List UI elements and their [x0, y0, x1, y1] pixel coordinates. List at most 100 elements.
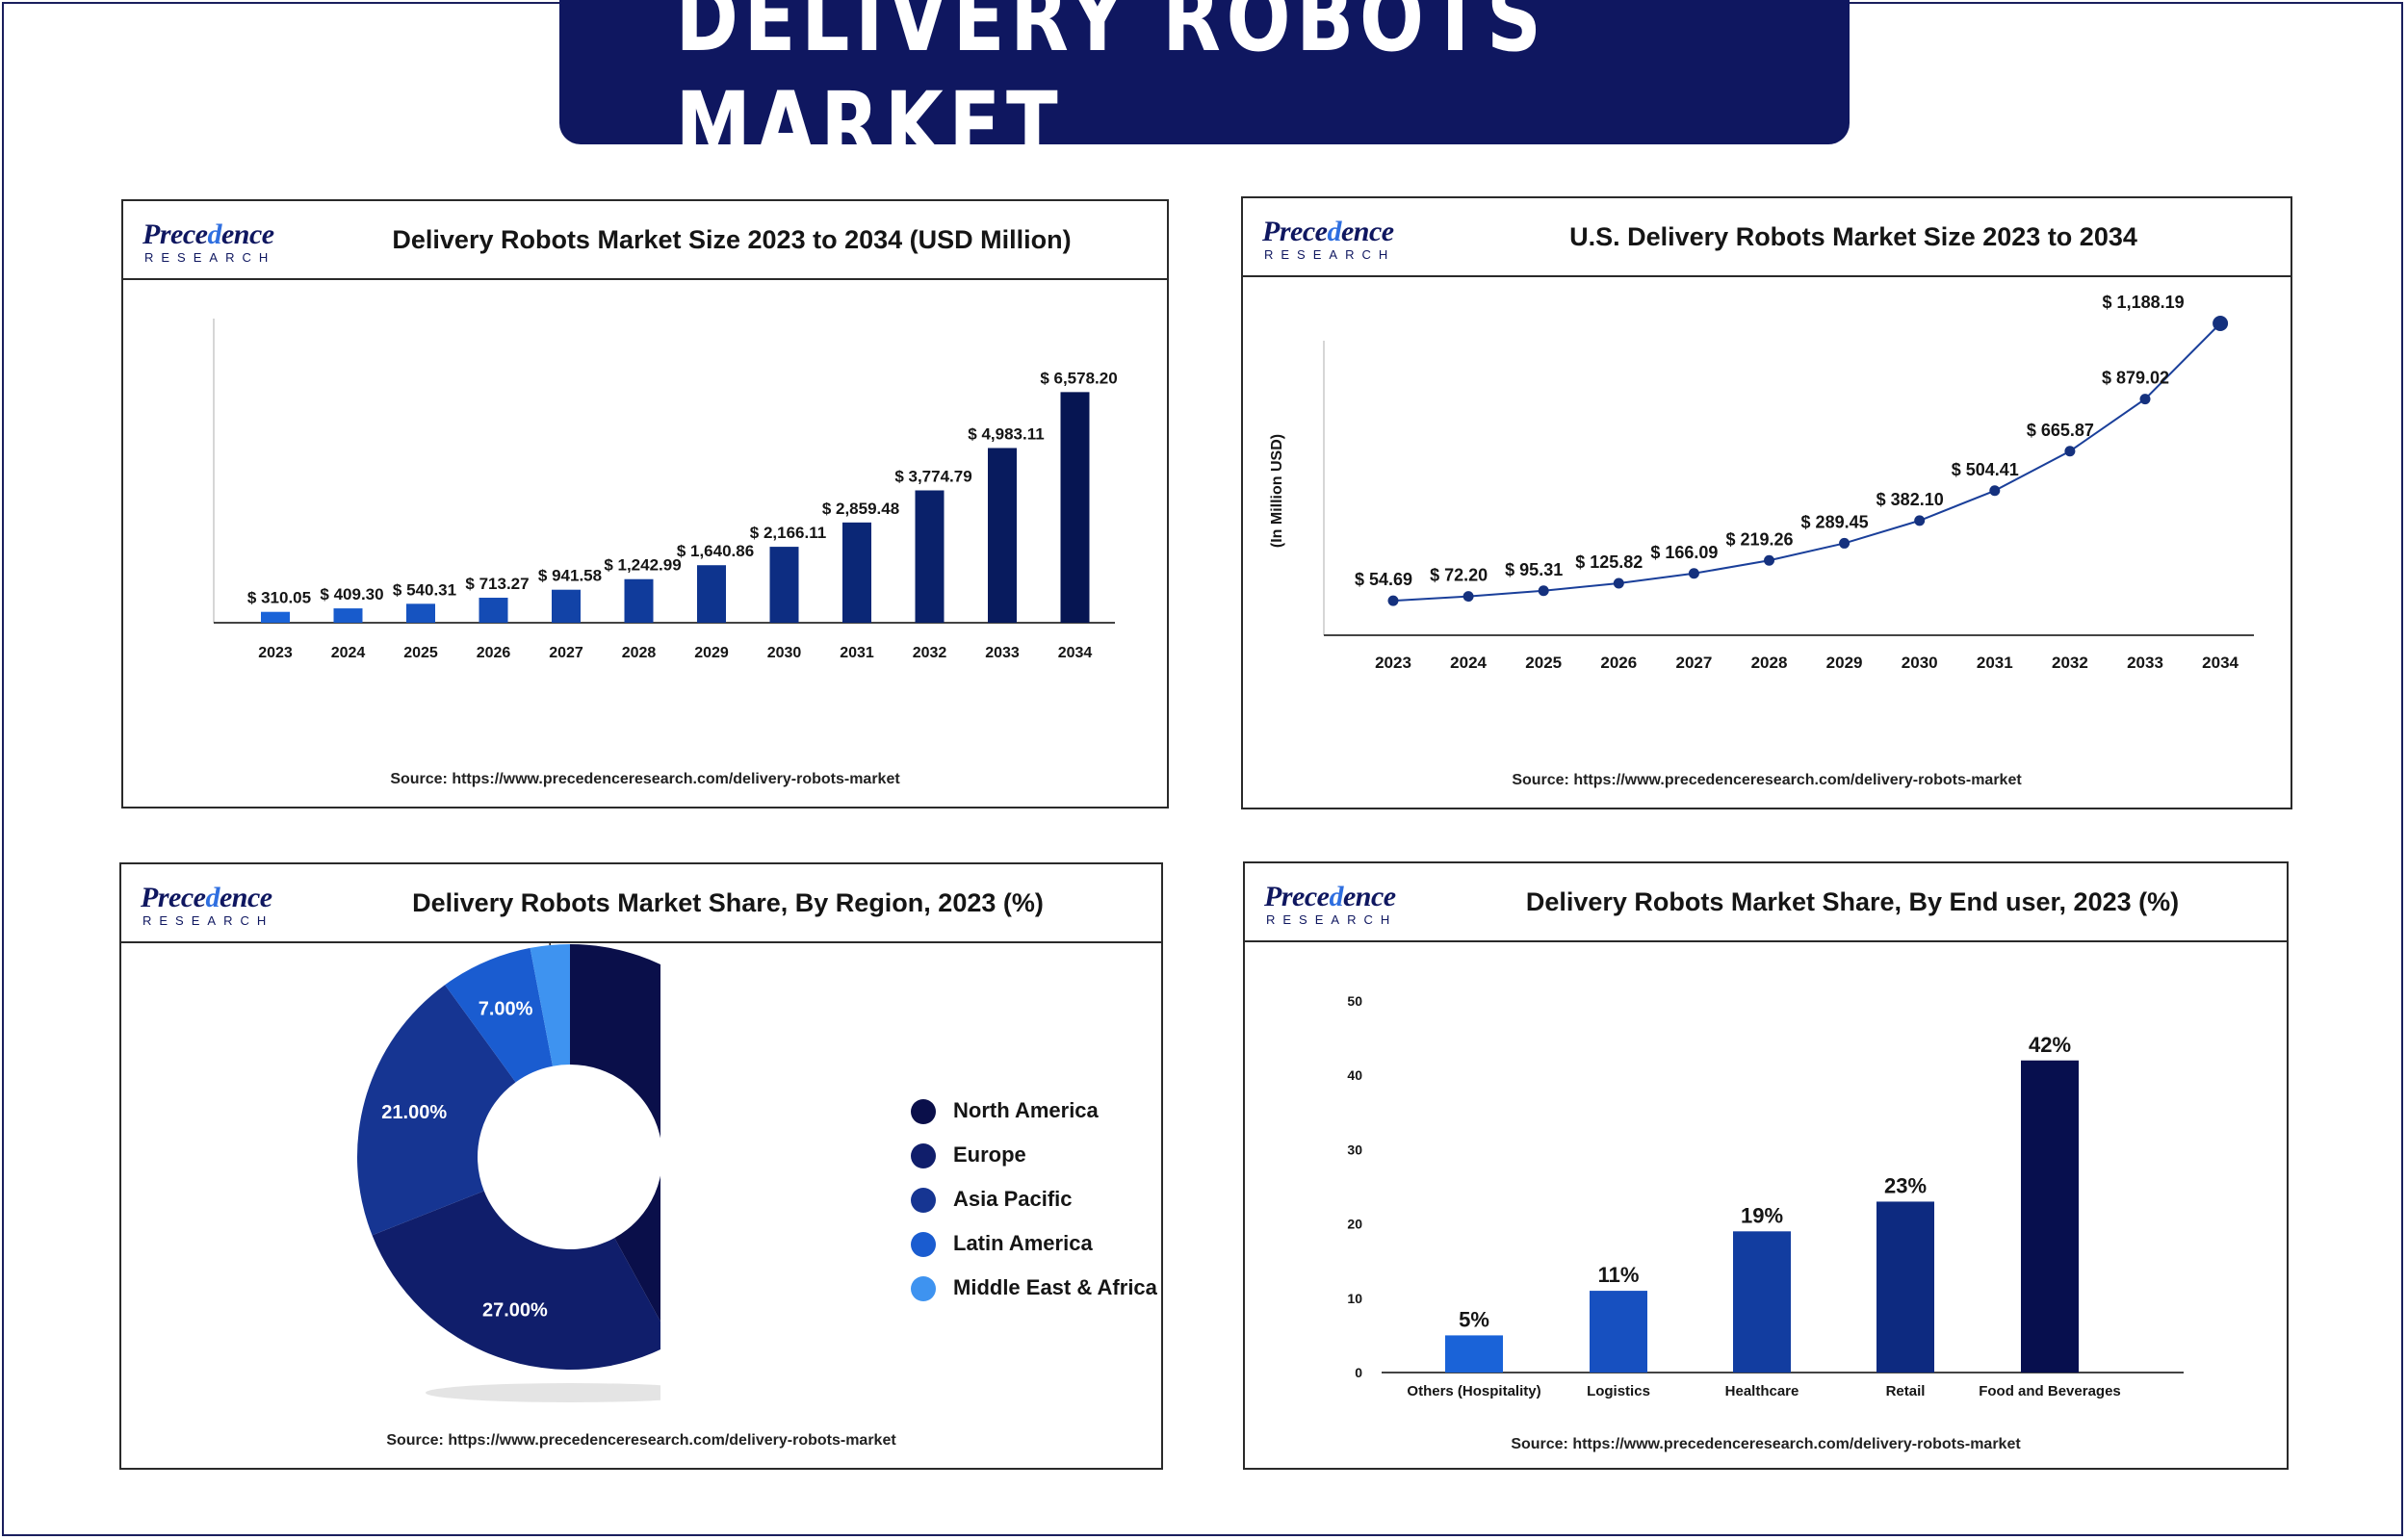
data-point-2025	[1538, 585, 1549, 597]
bar-value-label: $ 409.30	[320, 585, 383, 603]
data-point-2034	[2213, 316, 2229, 331]
x-tick-label: 2029	[694, 645, 729, 661]
x-tick-label: Retail	[1886, 1383, 1926, 1399]
data-point-2033	[2139, 394, 2151, 405]
x-tick-label: 2024	[1450, 654, 1487, 672]
bar-2031	[842, 522, 871, 623]
bar-value-label: 42%	[2029, 1033, 2071, 1057]
x-tick-label: 2034	[1058, 645, 1093, 661]
bar-2025	[406, 603, 435, 623]
x-tick-label: 2026	[477, 645, 511, 661]
point-value-label: $ 219.26	[1725, 529, 1793, 549]
source-note: Source: https://www.precedenceresearch.c…	[390, 771, 900, 787]
panel-header: Precedence RESEARCH Delivery Robots Mark…	[1245, 863, 2287, 942]
point-value-label: $ 95.31	[1505, 560, 1563, 579]
data-point-2030	[1914, 515, 1926, 526]
data-point-2023	[1387, 595, 1399, 606]
legend-label: Asia Pacific	[953, 1187, 1073, 1211]
bar-food-and-beverages	[2021, 1060, 2079, 1373]
data-point-2028	[1764, 554, 1774, 566]
bar-2033	[988, 448, 1017, 623]
x-tick-label: 2032	[2052, 654, 2088, 672]
x-tick-label: 2024	[331, 645, 366, 661]
slice-asia-pacific	[357, 985, 516, 1236]
bar-healthcare	[1733, 1231, 1791, 1373]
legend-label: Middle East & Africa	[953, 1275, 1157, 1299]
bar-2034	[1060, 392, 1090, 623]
legend-label: Latin America	[953, 1231, 1093, 1255]
data-point-2029	[1839, 537, 1851, 549]
slice-value-label: 27.00%	[482, 1300, 548, 1322]
bar-value-label: $ 6,578.20	[1040, 369, 1117, 387]
slice-value-label: 7.00%	[479, 998, 533, 1019]
x-tick-label: 2025	[403, 645, 438, 661]
x-tick-label: Healthcare	[1725, 1383, 1799, 1399]
bar-value-label: $ 1,640.86	[677, 542, 754, 560]
bar-retail	[1876, 1201, 1934, 1373]
legend-swatch	[911, 1232, 936, 1257]
slice-middle-east-africa	[530, 944, 570, 1066]
slice-north-america	[570, 944, 660, 1322]
data-point-2027	[1688, 568, 1699, 579]
slice-leader-line	[549, 943, 551, 945]
point-value-label: $ 504.41	[1952, 460, 2019, 479]
series-line	[1392, 322, 2221, 603]
bar-value-label: 11%	[1598, 1263, 1640, 1287]
x-tick-label: 2026	[1600, 654, 1637, 672]
point-value-label: $ 665.87	[2027, 421, 2094, 440]
precedence-logo: Precedence RESEARCH	[141, 882, 274, 929]
panel-enduser-share: Precedence RESEARCH Delivery Robots Mark…	[1243, 861, 2289, 1470]
data-point-2026	[1613, 578, 1624, 589]
x-tick-label: 2028	[1751, 654, 1788, 672]
legend-label: Europe	[953, 1142, 1026, 1167]
x-tick-label: Food and Beverages	[1979, 1383, 2121, 1399]
donut-shadow	[426, 1383, 660, 1402]
bar-2032	[915, 490, 945, 623]
point-value-label: $ 879.02	[2102, 369, 2169, 388]
region-donut-chart: 42.00%27.00%21.00%7.00%3.00%	[357, 943, 660, 1402]
x-tick-label: 2023	[258, 645, 293, 661]
x-tick-label: 2031	[840, 645, 874, 661]
y-tick-label: 30	[1347, 1142, 1362, 1157]
point-value-label: $ 166.09	[1650, 543, 1718, 562]
legend-swatch	[911, 1143, 936, 1168]
chart-title: Delivery Robots Market Share, By End use…	[1525, 887, 2180, 916]
bar-value-label: 23%	[1884, 1173, 1927, 1197]
market-size-bar-chart: $ 310.05 2023 $ 409.30 2024 $ 540.31 2025 $ 71…	[213, 319, 1118, 661]
x-tick-label: 2028	[622, 645, 657, 661]
panel-header: Precedence RESEARCH Delivery Robots Mark…	[123, 201, 1167, 280]
x-tick-label: Others (Hospitality)	[1407, 1383, 1540, 1399]
y-tick-label: 0	[1355, 1365, 1362, 1380]
point-value-label: $ 72.20	[1430, 566, 1488, 585]
point-value-label: $ 289.45	[1801, 512, 1869, 531]
bar-2023	[261, 611, 290, 623]
bar-2029	[697, 565, 726, 623]
bar-2028	[624, 578, 654, 623]
x-tick-label: 2029	[1826, 654, 1863, 672]
data-point-2032	[2064, 446, 2076, 457]
data-point-2031	[1989, 485, 2001, 497]
bar-value-label: $ 540.31	[393, 580, 456, 599]
x-tick-label: 2027	[549, 645, 583, 661]
bar-value-label: $ 2,166.11	[750, 524, 826, 542]
bar-value-label: $ 3,774.79	[894, 467, 971, 485]
bar-others-hospitality-	[1445, 1335, 1503, 1373]
slice-value-label: 21.00%	[381, 1102, 447, 1123]
precedence-logo: Precedence RESEARCH	[1264, 881, 1398, 928]
slice-latin-america	[445, 947, 554, 1083]
x-tick-label: 2025	[1525, 654, 1562, 672]
bar-logistics	[1590, 1291, 1647, 1373]
x-tick-label: 2033	[985, 645, 1020, 661]
panel-header: Precedence RESEARCH Delivery Robots Mark…	[121, 864, 1161, 943]
point-value-label: $ 382.10	[1876, 490, 1944, 509]
chart-title: U.S. Delivery Robots Market Size 2023 to…	[1569, 222, 2137, 251]
x-tick-label: Logistics	[1587, 1383, 1650, 1399]
panel-region-share: Precedence RESEARCH Delivery Robots Mark…	[119, 862, 1163, 1470]
y-tick-label: 50	[1347, 993, 1362, 1009]
page-title: DELIVERY ROBOTS MARKET	[675, 0, 1547, 180]
chart-title: Delivery Robots Market Share, By Region,…	[412, 888, 1044, 917]
bar-2030	[769, 547, 799, 623]
y-tick-label: 20	[1347, 1217, 1362, 1232]
source-note: Source: https://www.precedenceresearch.c…	[1512, 772, 2022, 788]
bar-2027	[552, 589, 581, 623]
